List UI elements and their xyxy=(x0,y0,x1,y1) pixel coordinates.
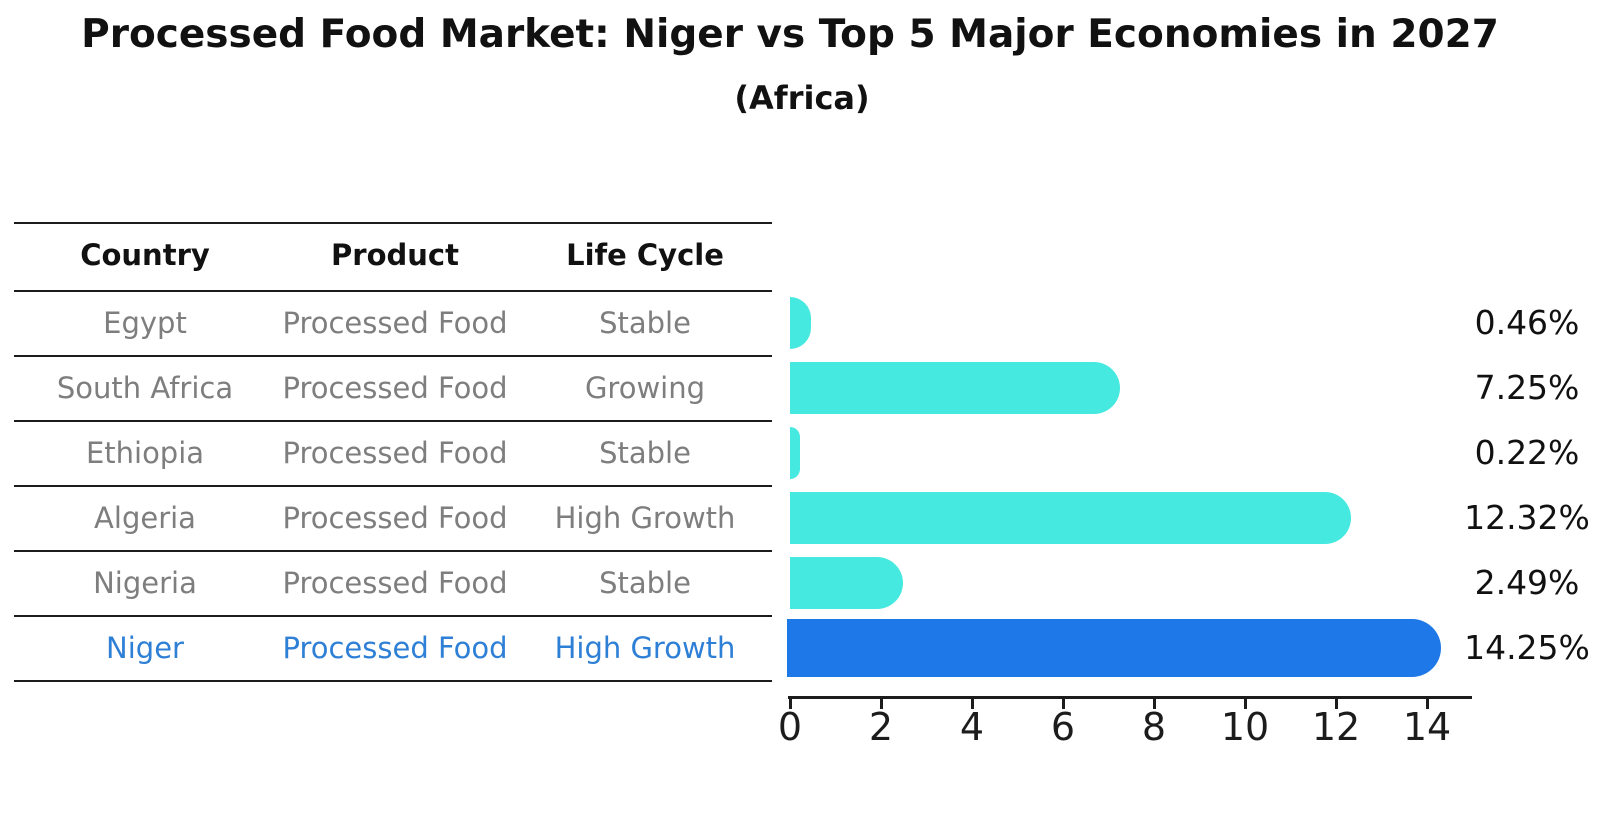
x-tick xyxy=(1334,699,1338,709)
table-cell-country: Egypt xyxy=(103,305,187,340)
table-cell-country: Algeria xyxy=(94,500,196,535)
x-tick xyxy=(1061,699,1065,709)
table-cell-product: Processed Food xyxy=(282,435,508,470)
table-cell-life-cycle: Stable xyxy=(599,305,691,340)
table-row-line xyxy=(14,485,772,487)
table-cell-product: Processed Food xyxy=(282,500,508,535)
x-tick xyxy=(1425,699,1429,709)
bar-south-africa xyxy=(790,361,1120,414)
table-header-product: Product xyxy=(331,238,459,272)
table-cell-product: Processed Food xyxy=(282,305,508,340)
bar-egypt xyxy=(790,296,811,349)
bar-nigeria xyxy=(790,556,904,609)
x-tick-label: 14 xyxy=(1402,705,1452,749)
table-cell-life-cycle: Stable xyxy=(599,565,691,600)
bar-value-label: 14.25% xyxy=(1464,627,1590,667)
table-row-line xyxy=(14,355,772,357)
table-cell-country: Ethiopia xyxy=(85,435,205,470)
table-top-line xyxy=(14,222,772,224)
x-tick-label: 10 xyxy=(1220,705,1270,749)
x-tick-label: 4 xyxy=(959,705,985,749)
x-tick-label: 8 xyxy=(1141,705,1167,749)
x-tick-label: 12 xyxy=(1311,705,1361,749)
chart-title: Processed Food Market: Niger vs Top 5 Ma… xyxy=(81,12,1499,57)
table-header-country: Country xyxy=(80,238,210,272)
bar-value-label: 12.32% xyxy=(1464,497,1590,537)
x-tick xyxy=(1152,699,1156,709)
table-row-line xyxy=(14,290,772,292)
bar-value-label: 0.46% xyxy=(1474,302,1580,342)
x-axis-line xyxy=(788,696,1472,699)
table-cell-country: Nigeria xyxy=(93,565,197,600)
table-cell-product: Processed Food xyxy=(282,630,508,665)
x-tick-label: 2 xyxy=(868,705,894,749)
table-cell-life-cycle: High Growth xyxy=(554,630,736,665)
table-row-line xyxy=(14,550,772,552)
x-tick-label: 0 xyxy=(777,705,803,749)
bar-niger xyxy=(787,618,1442,677)
x-tick xyxy=(788,699,792,709)
bar-value-label: 2.49% xyxy=(1474,562,1580,602)
x-tick xyxy=(970,699,974,709)
table-cell-country: Niger xyxy=(106,630,184,665)
x-tick-label: 6 xyxy=(1050,705,1076,749)
bar-algeria xyxy=(790,491,1351,544)
table-cell-life-cycle: High Growth xyxy=(554,500,736,535)
bar-value-label: 7.25% xyxy=(1474,367,1580,407)
x-tick xyxy=(1243,699,1247,709)
table-cell-product: Processed Food xyxy=(282,370,508,405)
chart-subtitle: (Africa) xyxy=(734,79,870,117)
table-cell-country: South Africa xyxy=(56,370,234,405)
table-cell-life-cycle: Growing xyxy=(584,370,706,405)
bar-ethiopia xyxy=(790,426,800,479)
table-row-line xyxy=(14,420,772,422)
table-header-life-cycle: Life Cycle xyxy=(566,238,724,272)
table-cell-life-cycle: Stable xyxy=(599,435,691,470)
bar-value-label: 0.22% xyxy=(1474,432,1580,472)
table-row-line xyxy=(14,615,772,617)
x-tick xyxy=(879,699,883,709)
table-row-line xyxy=(14,680,772,682)
table-cell-product: Processed Food xyxy=(282,565,508,600)
